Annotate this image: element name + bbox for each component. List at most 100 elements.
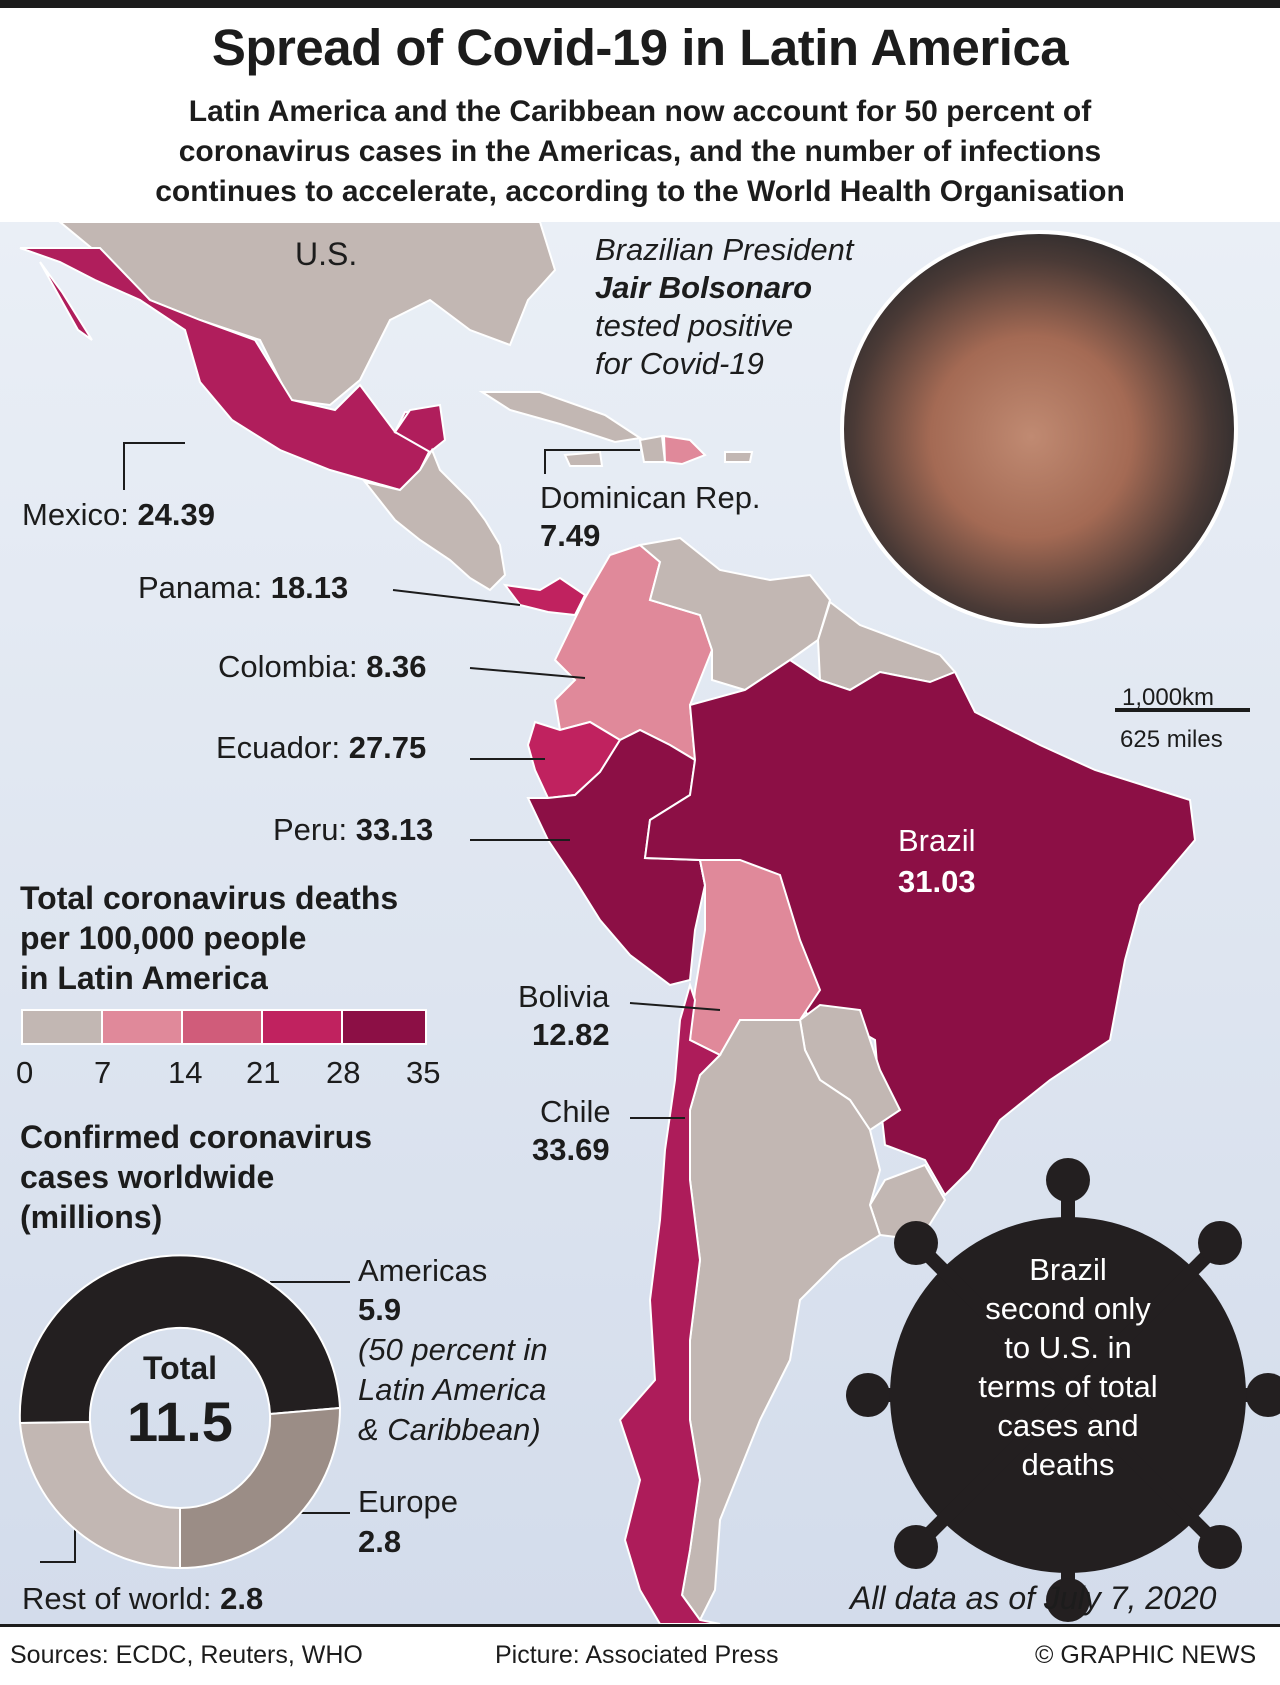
cases-title-line: (millions) [20,1199,163,1235]
rest-of-world: Rest of world: 2.8 [22,1581,264,1616]
country-dominican-rep [662,434,707,466]
americas-name: Americas [358,1253,488,1288]
photo-caption-line1: Brazilian President [595,232,854,267]
leader-mexico [123,442,185,490]
page-title: Spread of Covid-19 in Latin America [211,19,1069,76]
country-value: 18.13 [270,570,349,605]
label-chile-value: 33.69 [532,1132,610,1167]
photo-caption-name: Jair Bolsonaro [595,270,813,305]
bolsonaro-photo [840,230,1238,628]
scale-miles: 625 miles [1120,726,1223,753]
label-chile-name: Chile [540,1094,611,1129]
cases-title-line: Confirmed coronavirus [20,1119,373,1155]
cases-title: Confirmed coronavirus cases worldwide (m… [20,1117,372,1237]
country-value: 27.75 [348,730,427,765]
callout-line: to U.S. in [1004,1330,1132,1365]
label-us: U.S. [295,236,358,272]
subtitle: Latin America and the Caribbean now acco… [50,92,1230,212]
country-name: Mexico [22,497,121,532]
label-dominican-name: Dominican Rep. [540,480,761,515]
country-argentina [680,1019,882,1622]
label-ecuador: Ecuador: 27.75 [216,730,427,765]
legend-tick: 14 [168,1055,203,1090]
legend-title-line: per 100,000 people [20,920,307,956]
label-panama: Panama: 18.13 [138,570,349,605]
donut-slice-europe [179,1406,342,1570]
callout-line: Brazil [1029,1252,1107,1287]
top-rule [0,0,1280,8]
country-chile [618,981,722,1624]
country-name: Panama [138,570,254,605]
photo-caption-line3: tested positive [595,308,794,343]
label-dominican-value: 7.49 [540,518,601,553]
country-panama [502,576,587,617]
legend-swatch [261,1009,343,1045]
europe-value: 2.8 [358,1524,402,1559]
legend-tick: 21 [246,1055,281,1090]
donut-total-value: 11.5 [127,1390,233,1453]
country-value: 24.39 [137,497,216,532]
legend-swatch [181,1009,263,1045]
legend-swatch [341,1009,427,1045]
legend-title-line: in Latin America [20,960,268,996]
footer: Sources: ECDC, Reuters, WHO Picture: Ass… [0,1624,1280,1685]
label-bolivia-value: 12.82 [532,1017,610,1052]
label-brazil-name: Brazil [898,823,976,858]
leader-dominican [544,449,640,474]
country-jamaica [563,450,604,467]
callout-line: terms of total [978,1369,1158,1404]
virus-callout: Brazil second only to U.S. in terms of t… [948,1250,1188,1484]
callout-line: deaths [1021,1447,1115,1482]
country-mexico-yucatan [393,403,447,454]
country-name: Peru [273,812,339,847]
legend-swatch [21,1009,103,1045]
country-value: 33.13 [355,812,434,847]
leader-bolivia [629,1002,721,1011]
label-peru: Peru: 33.13 [273,812,434,847]
donut-slice-americas [18,1254,342,1425]
callout-line: cases and [997,1408,1139,1443]
legend-tick: 28 [326,1055,361,1090]
virus-icon [846,1158,1280,1622]
photo-caption-line4: for Covid-19 [595,346,764,381]
legend-title-line: Total coronavirus deaths [20,880,399,916]
donut-total-label: Total [142,1350,218,1386]
americas-note: (50 percent in [358,1332,548,1367]
subtitle-line: Latin America and the Caribbean now acco… [188,95,1092,128]
label-bolivia-name: Bolivia [518,979,610,1014]
subtitle-line: continues to accelerate, according to th… [155,175,1125,208]
segment-value: 2.8 [220,1581,264,1616]
country-value: 8.36 [366,649,427,684]
country-cuba [478,391,643,444]
country-name: Ecuador [216,730,332,765]
country-puerto-rico [724,451,754,463]
subtitle-line: coronavirus cases in the Americas, and t… [178,135,1102,168]
cases-donut [18,1254,342,1570]
label-colombia: Colombia: 8.36 [218,649,427,684]
data-date: All data as of July 7, 2020 [850,1580,1217,1616]
map-svg [18,222,1280,1624]
country-name: Colombia [218,649,349,684]
legend-tick: 7 [94,1055,112,1090]
legend-swatch [101,1009,183,1045]
legend-tick: 35 [406,1055,441,1090]
segment-name: Rest of world [22,1581,203,1616]
americas-note: & Caribbean) [358,1412,541,1447]
country-central-america [362,447,507,592]
footer-picture: Picture: Associated Press [495,1641,779,1669]
country-haiti [638,434,667,463]
donut-slice-rest [18,1420,181,1570]
callout-line: second only [985,1291,1151,1326]
label-mexico: Mexico: 24.39 [22,497,216,532]
label-brazil-value: 31.03 [898,864,976,899]
americas-note: Latin America [358,1372,547,1407]
leader-colombia [469,667,586,679]
leader-panama [392,589,521,606]
europe-name: Europe [358,1484,458,1519]
americas-value: 5.9 [358,1292,402,1327]
legend-tick: 0 [16,1055,34,1090]
cases-title-line: cases worldwide [20,1159,275,1195]
legend-title: Total coronavirus deaths per 100,000 peo… [20,878,398,998]
footer-sources: Sources: ECDC, Reuters, WHO [10,1641,363,1669]
footer-credit: © GRAPHIC NEWS [1035,1641,1257,1669]
